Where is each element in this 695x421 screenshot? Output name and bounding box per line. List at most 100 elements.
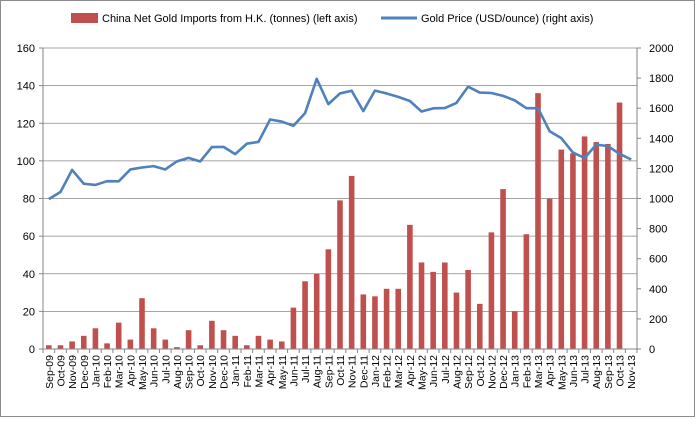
x-tick-label: Jul-12 — [440, 355, 452, 384]
x-tick-label: Sep-09 — [44, 355, 56, 389]
right-axis-ticks: 0 200 400 600 800 1000 1200 1400 1600 1800 2000 — [637, 43, 673, 356]
bar-imports-Aug-13 — [593, 142, 600, 349]
bar-imports-Jan-12 — [372, 296, 378, 349]
x-tick-label: Mar-12 — [393, 355, 405, 388]
x-tick-label: Oct-12 — [475, 355, 487, 387]
bar-imports-Oct-09 — [57, 345, 64, 349]
bar-imports-May-13 — [558, 149, 565, 349]
left-tick-label: 100 — [17, 156, 35, 168]
bar-imports-Jul-12 — [442, 262, 448, 349]
x-tick-label: Nov-11 — [347, 355, 359, 388]
bar-imports-Aug-11 — [313, 273, 320, 349]
bar-imports-Mar-10 — [115, 322, 122, 349]
x-tick-label: Apr-10 — [125, 355, 137, 387]
x-tick-label: Apr-11 — [265, 355, 277, 386]
bar-imports-Oct-13 — [616, 102, 623, 350]
bar-imports-Apr-12 — [407, 224, 413, 349]
bar-imports-Aug-12 — [453, 292, 460, 349]
x-tick-label: Dec-10 — [219, 355, 231, 389]
right-tick-label: 0 — [649, 344, 655, 356]
left-axis-ticks: 0 20 40 60 80 100 120 140 160 — [17, 43, 43, 356]
x-tick-label: Jun-13 — [568, 355, 580, 387]
x-tick-label: Aug-12 — [451, 355, 463, 389]
left-tick-label: 160 — [17, 43, 35, 55]
x-tick-label: Dec-11 — [358, 355, 370, 388]
bar-imports-Feb-10 — [104, 343, 110, 349]
x-tick-label: Feb-10 — [102, 355, 114, 388]
left-tick-label: 120 — [17, 118, 35, 130]
bar-imports-Nov-12 — [488, 232, 495, 349]
bar-imports-Jul-13 — [581, 136, 588, 349]
x-tick-label: Jul-10 — [160, 355, 172, 384]
bar-imports-Jul-10 — [162, 339, 169, 349]
bar-imports-Nov-10 — [209, 320, 215, 349]
bar-imports-May-10 — [139, 298, 145, 349]
x-tick-label: Apr-13 — [545, 355, 557, 387]
bar-imports-Apr-10 — [127, 339, 134, 349]
bar-imports-Apr-11 — [267, 339, 273, 349]
left-tick-label: 60 — [23, 231, 35, 243]
x-tick-label: Oct-09 — [55, 355, 67, 387]
bar-imports-Jun-13 — [570, 153, 576, 349]
right-tick-label: 200 — [649, 314, 667, 326]
x-tick-label: Aug-13 — [591, 355, 603, 389]
right-tick-label: 1400 — [649, 133, 673, 145]
bar-imports-Mar-12 — [395, 288, 402, 349]
x-tick-label: Nov-13 — [626, 355, 638, 389]
series-line-gold-price — [48, 77, 632, 201]
x-tick-label: Jun-11 — [288, 355, 300, 386]
bar-imports-Feb-12 — [383, 288, 390, 349]
x-tick-label: May-10 — [137, 355, 149, 390]
bar-imports-Sep-12 — [465, 269, 471, 349]
bar-imports-Jun-10 — [150, 328, 157, 349]
bar-imports-Feb-11 — [244, 345, 250, 349]
bar-imports-Jan-11 — [232, 335, 238, 349]
legend-label-gold-price: Gold Price (USD/ounce) (right axis) — [421, 13, 593, 25]
right-tick-label: 400 — [649, 284, 667, 296]
bar-imports-Jan-10 — [92, 328, 99, 349]
right-tick-label: 1600 — [649, 103, 673, 115]
bar-imports-Nov-11 — [348, 175, 355, 349]
x-tick-label: Feb-12 — [382, 355, 394, 388]
bar-imports-Jan-13 — [511, 311, 518, 349]
bar-imports-Dec-12 — [500, 189, 506, 349]
bar-imports-Jun-12 — [430, 271, 436, 349]
x-tick-label: Sep-11 — [323, 355, 335, 388]
legend-swatch-imports — [71, 13, 98, 23]
bar-imports-Aug-10 — [174, 347, 180, 349]
x-tick-label: Jan-13 — [510, 355, 522, 387]
bar-imports-Dec-11 — [360, 294, 367, 349]
bar-imports-Feb-13 — [523, 234, 530, 349]
bar-imports-Sep-10 — [185, 330, 192, 349]
x-tick-label: Mar-11 — [253, 355, 265, 388]
x-tick-label: Oct-10 — [195, 355, 207, 387]
bar-imports-Nov-09 — [69, 341, 75, 349]
x-tick-label: Jun-12 — [428, 355, 440, 387]
x-tick-label: Dec-09 — [79, 355, 91, 389]
bar-imports-May-12 — [418, 262, 425, 349]
x-tick-label: Aug-10 — [172, 355, 184, 389]
right-tick-label: 1200 — [649, 163, 673, 175]
x-tick-label: Mar-10 — [114, 355, 126, 388]
x-tick-label: Oct-11 — [335, 355, 347, 386]
bar-imports-Dec-10 — [220, 330, 227, 349]
bar-imports-Oct-11 — [337, 200, 343, 349]
bar-imports-Oct-10 — [197, 345, 204, 349]
bar-imports-Dec-09 — [80, 335, 87, 349]
x-tick-label: Feb-13 — [521, 355, 533, 388]
x-tick-label: Nov-10 — [207, 355, 219, 389]
right-tick-label: 2000 — [649, 43, 673, 55]
x-tick-label: May-11 — [277, 355, 289, 389]
left-tick-label: 0 — [29, 344, 35, 356]
bar-imports-Mar-11 — [255, 335, 262, 349]
bar-imports-Oct-12 — [476, 303, 483, 349]
x-tick-label: Sep-10 — [184, 355, 196, 389]
bar-imports-Sep-13 — [605, 143, 611, 349]
x-tick-label: Sep-13 — [603, 355, 615, 389]
x-tick-label: Dec-12 — [498, 355, 510, 389]
x-tick-label: Jul-11 — [300, 355, 312, 383]
bar-imports-May-11 — [278, 341, 285, 349]
left-tick-label: 40 — [23, 269, 35, 281]
